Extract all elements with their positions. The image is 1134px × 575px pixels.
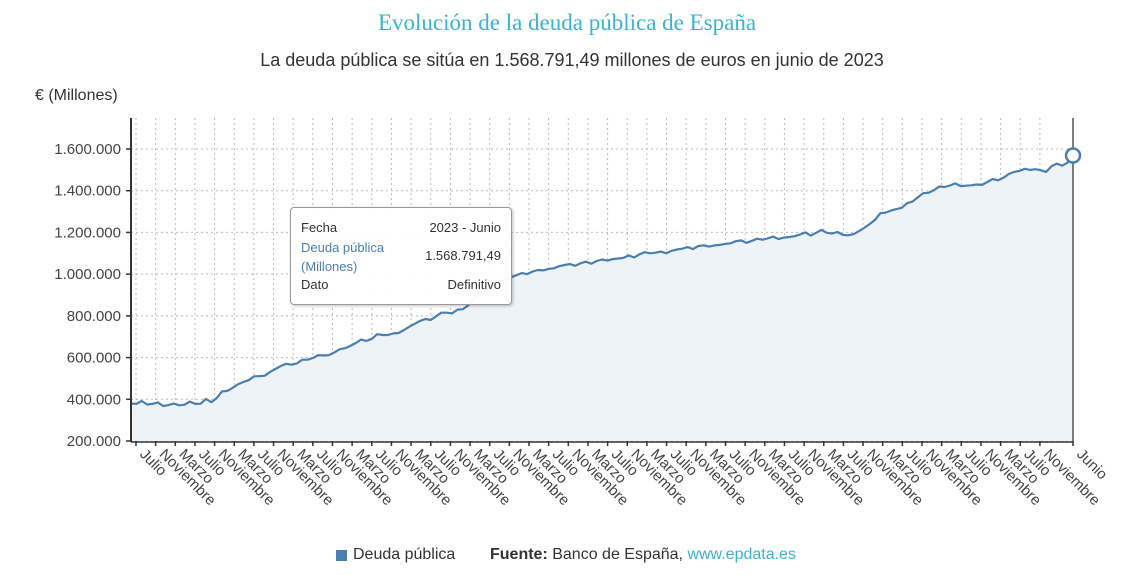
y-tick-label: 1.600.000 — [54, 141, 121, 158]
legend[interactable]: Deuda pública — [336, 546, 455, 564]
x-axis-ticks: JulioNoviembreMarzoJulioNoviembreMarzoJu… — [135, 441, 1111, 509]
series-area — [131, 155, 1073, 441]
y-tick-label: 1.200.000 — [54, 224, 121, 241]
tooltip-series-label-line2: (Millones) — [301, 259, 358, 274]
legend-swatch-icon — [336, 549, 347, 561]
tooltip-date-label: Fecha — [301, 220, 338, 235]
legend-series-name: Deuda pública — [353, 546, 456, 563]
y-axis-title: € (Millones) — [35, 87, 118, 104]
y-tick-label: 1.400.000 — [54, 183, 121, 200]
tooltip-series-label: Deuda pública (Millones) — [301, 238, 384, 276]
source-credit: Fuente: Banco de España, www.epdata.es — [490, 546, 796, 564]
tooltip-series-value: 1.568.791,49 — [425, 248, 501, 263]
source-label: Fuente: — [490, 546, 548, 563]
y-tick-label: 800.000 — [67, 308, 121, 325]
y-tick-label: 600.000 — [67, 350, 121, 367]
y-axis-ticks: 200.000 400.000 600.000 800.000 1.000.000 1.2… — [54, 141, 131, 450]
tooltip-date-value: 2023 - Junio — [429, 220, 501, 235]
tooltip: Fecha 2023 - Junio Deuda pública (Millon… — [290, 207, 512, 305]
source-text: Banco de España, — [547, 546, 688, 563]
source-link[interactable]: www.epdata.es — [687, 546, 796, 563]
tooltip-series-label-line1: Deuda pública — [301, 240, 385, 255]
tooltip-status-label: Dato — [301, 277, 329, 292]
y-tick-label: 1.000.000 — [54, 266, 121, 283]
series-line — [130, 154, 1074, 408]
chart-title: Evolución de la deuda pública de España — [377, 10, 757, 35]
highlight-point-marker[interactable] — [1064, 147, 1082, 164]
y-tick-label: 200.000 — [67, 433, 121, 450]
tooltip-status-value: Definitivo — [447, 277, 501, 292]
y-tick-label: 400.000 — [67, 391, 121, 408]
axes — [130, 118, 1074, 443]
chart-subtitle: La deuda pública se sitúa en 1.568.791,4… — [260, 50, 884, 70]
